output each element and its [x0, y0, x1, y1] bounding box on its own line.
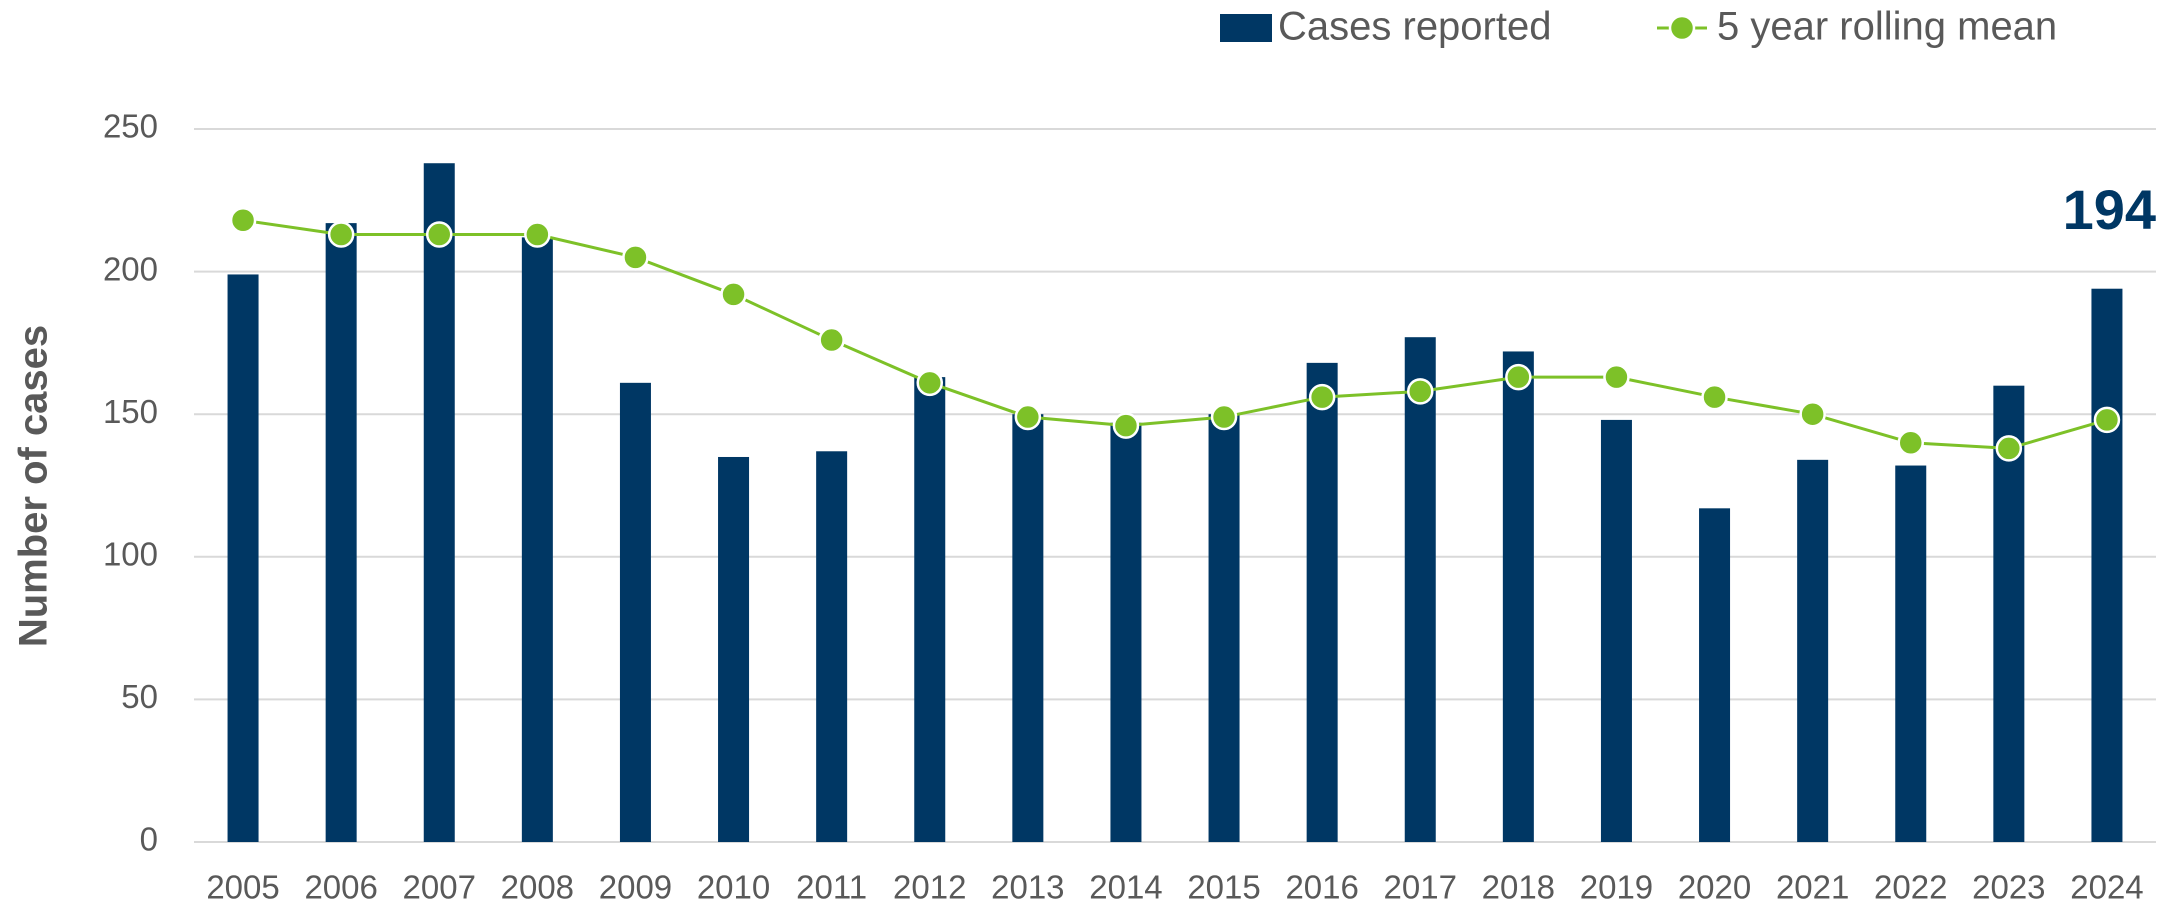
line-marker — [426, 221, 453, 248]
y-tick-label: 100 — [103, 536, 158, 573]
x-tick-label: 2023 — [1972, 869, 2045, 906]
line-marker — [622, 244, 649, 271]
x-tick-label: 2013 — [991, 869, 1064, 906]
x-tick-label: 2022 — [1874, 869, 1947, 906]
x-tick-label: 2009 — [599, 869, 672, 906]
y-tick-label: 150 — [103, 393, 158, 430]
x-tick-label: 2007 — [403, 869, 476, 906]
y-tick-label: 50 — [121, 678, 158, 715]
x-tick-label: 2011 — [796, 869, 867, 906]
bar — [1895, 465, 1927, 842]
line-marker — [1407, 378, 1434, 405]
x-tick-label: 2019 — [1580, 869, 1653, 906]
x-tick-label: 2014 — [1089, 869, 1162, 906]
bar — [227, 274, 259, 842]
x-tick-label: 2018 — [1482, 869, 1555, 906]
line-marker — [2093, 406, 2121, 434]
legend-label: Cases reported — [1278, 5, 1551, 49]
line-marker — [1210, 403, 1238, 431]
line-marker — [818, 326, 845, 354]
x-tick-label: 2021 — [1776, 869, 1849, 906]
bar — [1110, 422, 1142, 842]
bar — [2091, 288, 2123, 842]
legend-label: 5 year rolling mean — [1717, 5, 2057, 49]
bar — [914, 377, 946, 842]
bar — [1993, 385, 2025, 842]
bar — [816, 451, 848, 842]
line-marker — [1995, 435, 2023, 462]
y-tick-label: 200 — [103, 250, 158, 287]
x-tick-label: 2020 — [1678, 869, 1751, 906]
x-tick-label: 2012 — [893, 869, 966, 906]
data-label: 194 — [2063, 178, 2156, 241]
line-marker — [1308, 383, 1336, 411]
bar — [1208, 414, 1240, 842]
line-marker — [229, 207, 257, 234]
x-tick-label: 2016 — [1285, 869, 1358, 906]
line-marker — [1701, 383, 1728, 411]
y-tick-label: 0 — [140, 821, 158, 858]
line-marker — [327, 221, 355, 248]
y-tick-label: 250 — [103, 108, 158, 145]
line-marker — [916, 369, 943, 397]
x-tick-label: 2005 — [206, 869, 279, 906]
bar — [423, 163, 455, 842]
line — [242, 218, 2108, 450]
bar — [1404, 337, 1436, 842]
legend-swatch — [1220, 14, 1272, 42]
legend-swatch — [1668, 14, 1696, 42]
x-tick-label: 2015 — [1187, 869, 1260, 906]
y-axis-label: Number of cases — [12, 325, 56, 647]
bar — [1012, 414, 1044, 842]
bar — [1797, 459, 1829, 842]
line-marker — [720, 281, 747, 308]
line-marker — [1897, 429, 1924, 456]
bar — [1306, 362, 1338, 842]
line-marker — [524, 221, 551, 248]
x-tick-label: 2010 — [697, 869, 770, 906]
bar — [521, 237, 553, 843]
line-marker — [1799, 400, 1826, 428]
x-tick-label: 2008 — [501, 869, 574, 906]
bar — [619, 382, 651, 842]
line-marker — [1014, 403, 1042, 431]
x-tick-label: 2017 — [1384, 869, 1457, 906]
bar — [718, 456, 750, 842]
bar — [325, 223, 357, 843]
bar — [1502, 351, 1534, 842]
line-marker — [1603, 363, 1630, 391]
bar — [1699, 508, 1731, 842]
line-marker — [1112, 412, 1140, 439]
bar — [1600, 419, 1632, 842]
x-tick-label: 2024 — [2070, 869, 2143, 906]
x-tick-label: 2006 — [304, 869, 377, 906]
line-marker — [1505, 363, 1532, 391]
